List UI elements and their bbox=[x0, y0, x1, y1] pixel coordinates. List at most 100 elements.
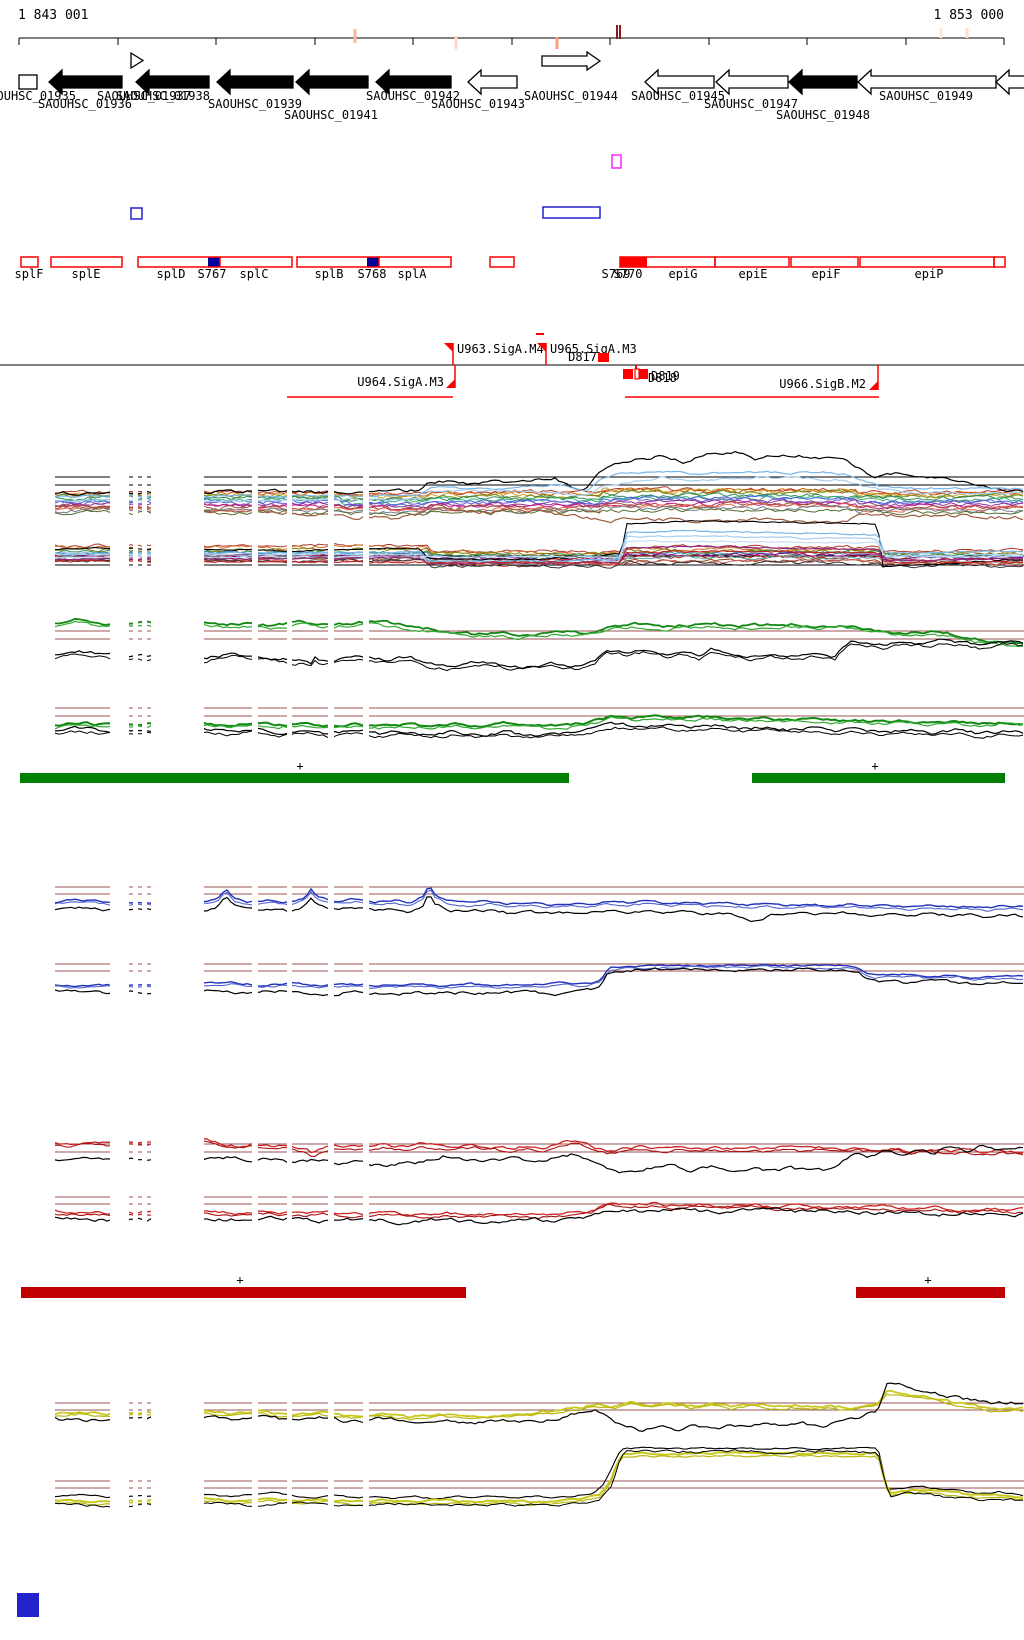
feature-label[interactable]: splB bbox=[315, 267, 344, 281]
d-site-box[interactable] bbox=[639, 369, 648, 379]
feature-label[interactable]: epiF bbox=[812, 267, 841, 281]
coverage-gap bbox=[287, 520, 292, 575]
flag-label[interactable]: U963.SigA.M4 bbox=[457, 342, 544, 356]
feature-label[interactable]: S768 bbox=[358, 267, 387, 281]
coverage-gap bbox=[0, 595, 55, 680]
gene-arrow[interactable] bbox=[135, 68, 210, 96]
ruler-marker bbox=[616, 25, 618, 39]
gene-label[interactable]: SAOUHSC_01948 bbox=[776, 108, 870, 122]
feature-box[interactable] bbox=[137, 256, 293, 268]
gene-label[interactable]: SAOUHSC_01937 bbox=[97, 89, 191, 103]
feature-label[interactable]: splE bbox=[72, 267, 101, 281]
gene-label[interactable]: SAOUHSC_01939 bbox=[208, 97, 302, 111]
coverage-gap bbox=[363, 1440, 369, 1522]
feature-label[interactable]: splC bbox=[240, 267, 269, 281]
coverage-gap bbox=[151, 450, 204, 520]
gene-box[interactable] bbox=[18, 74, 38, 90]
gene-label[interactable]: SAOUHSC_01942 bbox=[366, 89, 460, 103]
condition-bar bbox=[856, 1287, 1005, 1298]
gene-label[interactable]: SAOUHSC_01945 bbox=[631, 89, 725, 103]
feature-label[interactable]: S767 bbox=[198, 267, 227, 281]
coverage-gap bbox=[0, 450, 55, 520]
d-site-box[interactable] bbox=[598, 353, 609, 362]
feature-box[interactable] bbox=[296, 256, 452, 268]
feature-fill bbox=[208, 257, 220, 267]
gene-label[interactable]: SAOUHSC_01936 bbox=[38, 97, 132, 111]
ruler-marker bbox=[555, 37, 559, 49]
feature-box[interactable] bbox=[790, 256, 859, 268]
gene-label[interactable]: SAOUHSC_01941 bbox=[284, 108, 378, 122]
feature-box[interactable] bbox=[993, 256, 1006, 268]
flag-dash bbox=[536, 333, 544, 335]
d-site-box[interactable] bbox=[635, 365, 637, 369]
track-group-expression-all-1 bbox=[0, 450, 1024, 524]
flag-label[interactable]: U965.SigA.M3 bbox=[550, 342, 637, 356]
gene-arrow[interactable] bbox=[375, 68, 452, 96]
gene-arrow[interactable] bbox=[715, 68, 789, 96]
track-group-sigB-green bbox=[0, 695, 1024, 760]
gene-arrow[interactable] bbox=[644, 68, 715, 96]
gene-arrow[interactable] bbox=[467, 68, 518, 96]
gene-label[interactable]: SAOUHSC_01944 bbox=[524, 89, 618, 103]
gene-arrow[interactable] bbox=[216, 68, 294, 96]
gene-arrow[interactable] bbox=[130, 51, 145, 70]
feature-box[interactable] bbox=[20, 256, 39, 268]
feature-label[interactable]: splF bbox=[15, 267, 44, 281]
gene-arrow[interactable] bbox=[788, 68, 858, 96]
coverage-gap bbox=[142, 695, 147, 760]
signal-line bbox=[54, 450, 1024, 496]
feature-label[interactable]: splD bbox=[157, 267, 186, 281]
feature-label[interactable]: S769 bbox=[602, 267, 631, 281]
d-site-box[interactable] bbox=[634, 368, 640, 380]
gene-label[interactable]: SAOUHSC_01938 bbox=[116, 89, 210, 103]
signal-line bbox=[54, 543, 1024, 555]
d-site-label[interactable]: D819 bbox=[651, 369, 680, 383]
gene-arrow[interactable] bbox=[541, 50, 602, 72]
feature-label[interactable]: S770 bbox=[614, 267, 643, 281]
coverage-gap bbox=[328, 695, 334, 760]
gene-label[interactable]: SAOUHSC_01947 bbox=[704, 97, 798, 111]
flag-label[interactable]: U966.SigB.M2 bbox=[779, 377, 866, 391]
coverage-gap bbox=[287, 950, 292, 1010]
coverage-gap bbox=[363, 450, 369, 520]
feature-box[interactable] bbox=[859, 256, 995, 268]
plus-mark: + bbox=[924, 1273, 931, 1287]
coverage-gap bbox=[110, 950, 129, 1010]
flag-label[interactable]: U964.SigA.M3 bbox=[357, 375, 444, 389]
blue-wide-box[interactable] bbox=[542, 206, 601, 219]
feature-label[interactable]: epiP bbox=[915, 267, 944, 281]
coverage-gap bbox=[151, 1128, 204, 1192]
coverage-gap bbox=[133, 1192, 138, 1245]
d-site-box[interactable] bbox=[623, 369, 633, 379]
signal-line bbox=[54, 889, 1024, 912]
magenta-box[interactable] bbox=[611, 154, 622, 169]
signal-line bbox=[54, 1382, 1024, 1432]
coverage-gap bbox=[133, 450, 138, 520]
feature-label[interactable]: epiE bbox=[739, 267, 768, 281]
signal-line bbox=[54, 642, 1024, 672]
ruler-marker bbox=[619, 25, 621, 39]
coverage-gap bbox=[328, 950, 334, 1010]
gene-arrow[interactable] bbox=[995, 68, 1024, 96]
feature-box[interactable] bbox=[50, 256, 123, 268]
signal-line bbox=[55, 546, 1024, 556]
d-site-label[interactable]: D817 bbox=[568, 350, 597, 364]
feature-fill bbox=[620, 257, 647, 267]
feature-box[interactable] bbox=[714, 256, 790, 268]
feature-box[interactable] bbox=[489, 256, 515, 268]
coverage-gap bbox=[287, 450, 292, 520]
coverage-gap bbox=[252, 520, 258, 575]
signal-line bbox=[54, 965, 1024, 989]
gene-arrow[interactable] bbox=[48, 68, 123, 96]
gene-label[interactable]: SAOUHSC_01935 bbox=[0, 89, 76, 103]
blue-small-box[interactable] bbox=[130, 207, 143, 220]
gene-label[interactable]: SAOUHSC_01949 bbox=[879, 89, 973, 103]
feature-label[interactable]: epiG bbox=[669, 267, 698, 281]
feature-label[interactable]: splA bbox=[398, 267, 428, 281]
gene-arrow[interactable] bbox=[295, 68, 369, 96]
flag-pennant bbox=[444, 343, 453, 352]
d-site-label[interactable]: D818 bbox=[648, 371, 677, 385]
gene-label[interactable]: SAOUHSC_01943 bbox=[431, 97, 525, 111]
coverage-gap bbox=[0, 1378, 55, 1445]
signal-line bbox=[54, 487, 1024, 500]
